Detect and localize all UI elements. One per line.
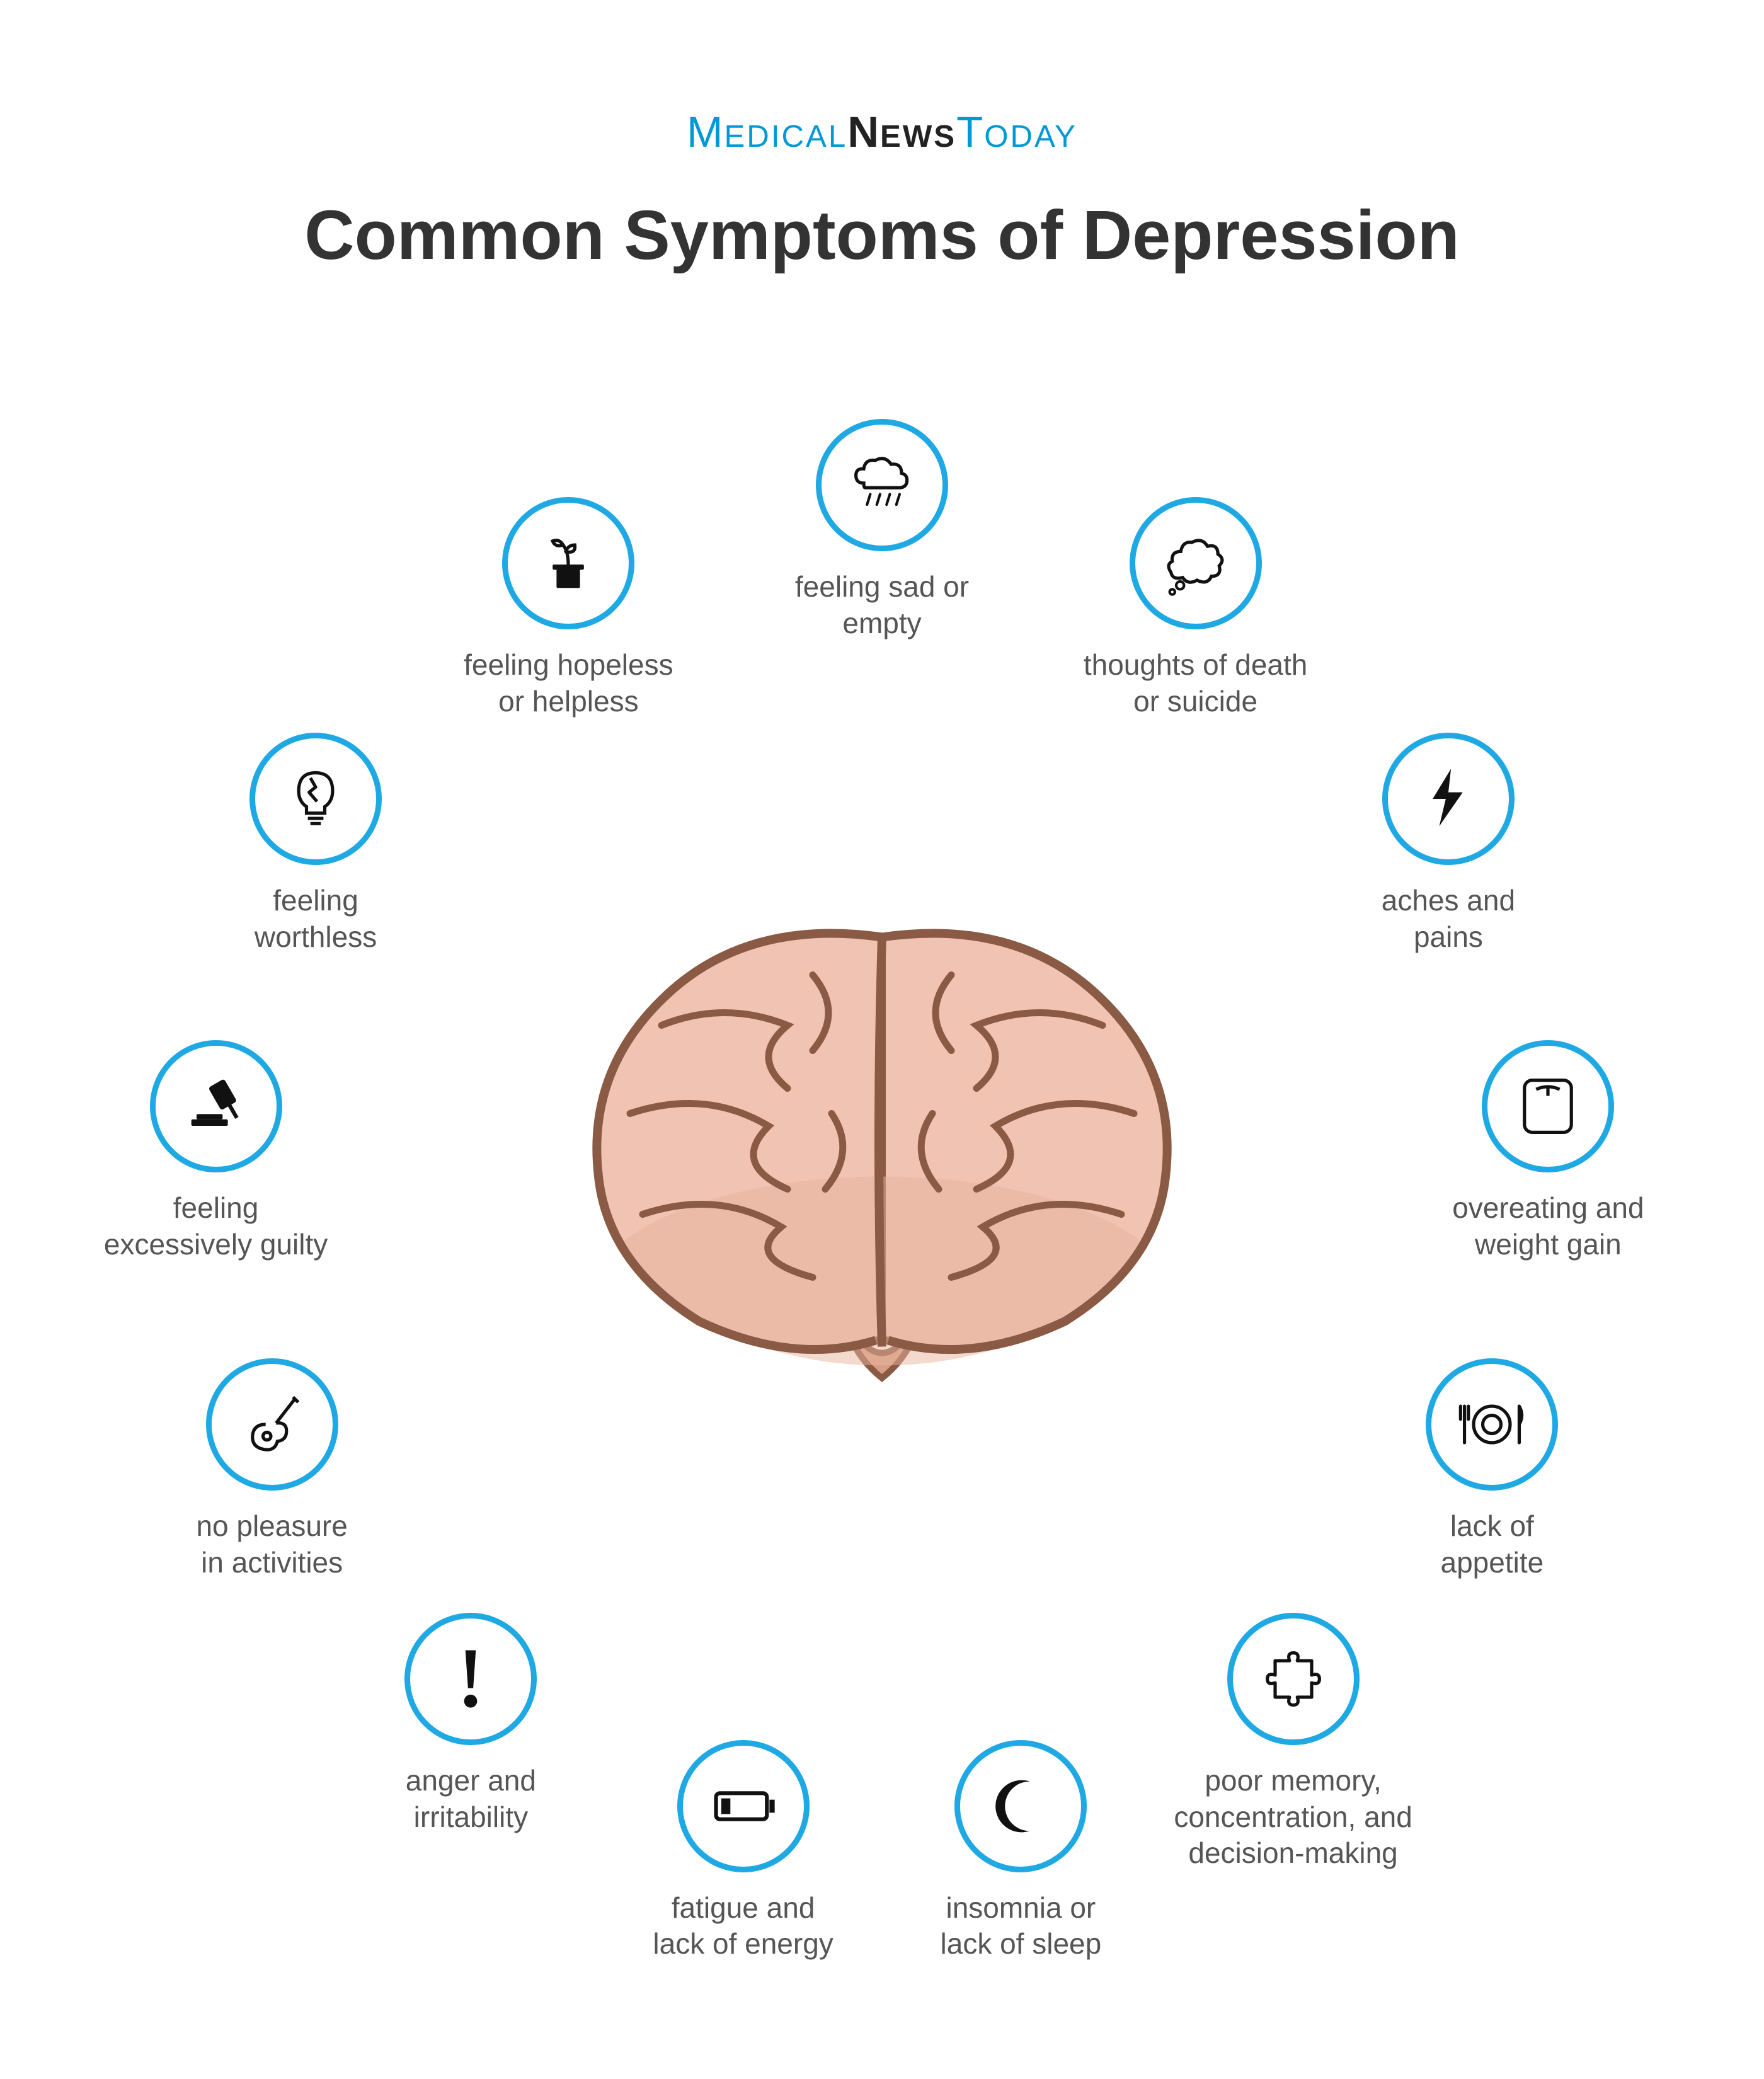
symptom-icon-circle	[1227, 1613, 1360, 1745]
symptom-item: feeling hopelessor helpless	[436, 497, 701, 719]
wilted-icon	[530, 525, 606, 601]
symptom-label: feeling sad orempty	[795, 569, 969, 641]
logo-part-1: MEDICAL	[687, 113, 847, 155]
symptom-label: poor memory,concentration, anddecision-m…	[1174, 1763, 1412, 1872]
symptom-icon-circle	[954, 1740, 1087, 1872]
symptom-item: feelingworthless	[183, 733, 448, 955]
logo-part-3: TODAY	[956, 113, 1077, 155]
symptom-item: insomnia orlack of sleep	[888, 1740, 1153, 1962]
logo-part-2: NEWS	[847, 113, 956, 155]
symptom-label: thoughts of deathor suicide	[1084, 647, 1308, 719]
symptom-label: insomnia orlack of sleep	[941, 1890, 1102, 1962]
symptom-label: anger andirritability	[406, 1763, 536, 1835]
symptom-label: aches andpains	[1382, 883, 1515, 955]
symptom-icon-circle	[1130, 497, 1262, 629]
symptom-label: feelingworthless	[255, 883, 377, 955]
symptom-icon-circle	[404, 1613, 537, 1745]
cloud-rain-icon	[844, 447, 920, 523]
symptom-label: feeling hopelessor helpless	[464, 647, 673, 719]
scale-icon	[1510, 1068, 1586, 1144]
brain-illustration	[561, 900, 1203, 1407]
symptom-label: fatigue andlack of energy	[653, 1890, 833, 1962]
page-title: Common Symptoms of Depression	[304, 195, 1460, 275]
symptom-icon-circle	[1382, 733, 1515, 865]
symptom-item: feelingexcessively guilty	[84, 1040, 348, 1263]
symptom-item: anger andirritability	[338, 1613, 603, 1835]
symptom-icon-circle	[206, 1358, 338, 1491]
symptom-icon-circle	[249, 733, 382, 865]
bolt-icon	[1411, 761, 1486, 837]
symptom-icon-circle	[1482, 1040, 1614, 1172]
symptom-item: fatigue andlack of energy	[611, 1740, 876, 1962]
symptom-item: thoughts of deathor suicide	[1063, 497, 1328, 719]
symptom-icon-circle	[502, 497, 634, 629]
symptom-item: lack ofappetite	[1360, 1358, 1624, 1581]
exclaim-icon	[433, 1641, 508, 1717]
symptom-item: no pleasurein activities	[140, 1358, 404, 1581]
battery-icon	[706, 1768, 781, 1844]
symptom-label: no pleasurein activities	[196, 1508, 347, 1581]
bulb-broken-icon	[278, 761, 353, 837]
symptom-label: lack ofappetite	[1440, 1508, 1544, 1581]
symptom-item: aches andpains	[1316, 733, 1581, 955]
symptom-icon-circle	[150, 1040, 282, 1172]
plate-icon	[1454, 1387, 1530, 1462]
symptom-icon-circle	[677, 1740, 810, 1872]
symptom-label: overeating andweight gain	[1452, 1190, 1644, 1263]
gavel-icon	[178, 1068, 254, 1144]
symptom-label: feelingexcessively guilty	[104, 1190, 328, 1263]
moon-icon	[983, 1768, 1058, 1844]
symptom-icon-circle	[1426, 1358, 1558, 1491]
symptom-icon-circle	[816, 419, 948, 551]
puzzle-icon	[1256, 1641, 1331, 1717]
symptom-item: feeling sad orempty	[750, 419, 1014, 641]
brand-logo: MEDICALNEWSTODAY	[687, 107, 1077, 157]
thought-icon	[1158, 525, 1234, 601]
guitar-icon	[234, 1387, 310, 1462]
symptom-item: overeating andweight gain	[1416, 1040, 1680, 1263]
symptom-item: poor memory,concentration, anddecision-m…	[1161, 1613, 1426, 1872]
